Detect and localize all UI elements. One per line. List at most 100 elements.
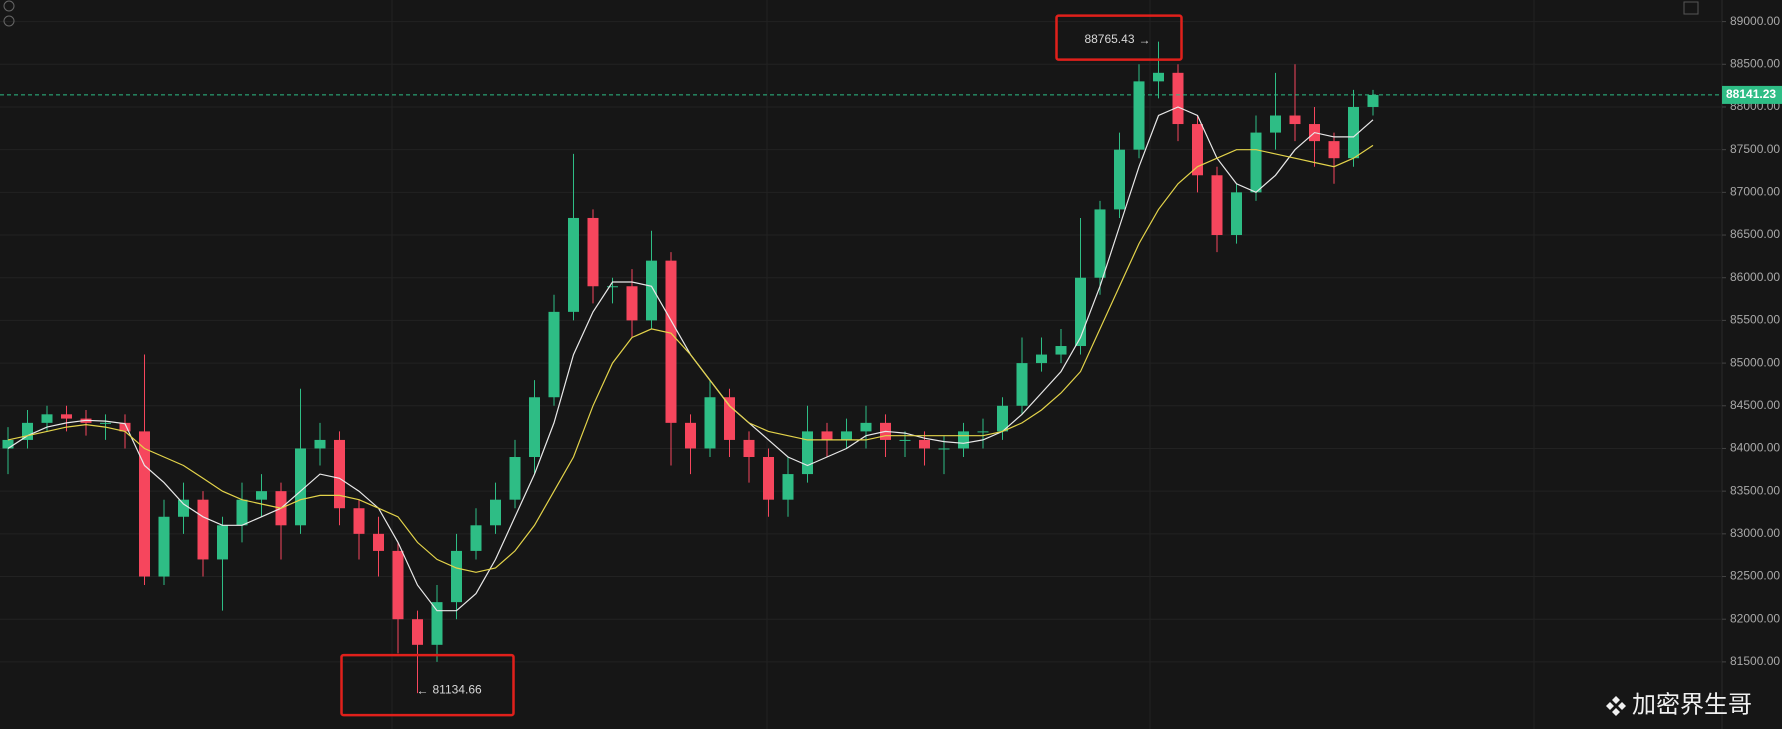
candle-body — [392, 550, 404, 620]
candle-body — [548, 311, 560, 398]
y-tick-label: 82000.00 — [1730, 611, 1780, 625]
candle-body — [1270, 115, 1281, 133]
candle-body — [763, 457, 774, 500]
logo-icon — [1606, 696, 1626, 716]
candle-body — [919, 439, 930, 449]
y-tick-label: 85500.00 — [1730, 313, 1780, 327]
candle-body — [1328, 141, 1340, 159]
high-label: 88765.43 — [1084, 32, 1134, 46]
y-tick-label: 84500.00 — [1730, 398, 1780, 412]
y-tick-label: 89000.00 — [1730, 14, 1780, 28]
candle-body — [1192, 124, 1203, 176]
candle-body — [1348, 106, 1359, 159]
candle-body — [1075, 277, 1086, 347]
candle-body — [256, 491, 267, 500]
candle-body — [61, 414, 72, 419]
y-tick-label: 83500.00 — [1730, 483, 1780, 497]
candle-body — [821, 431, 833, 440]
highlight-box — [1055, 14, 1183, 61]
toolbar-icon[interactable] — [3, 0, 15, 12]
watermark-logo — [1606, 696, 1626, 716]
y-tick-label: 81500.00 — [1730, 654, 1780, 668]
arrow-icon: ← — [417, 683, 429, 697]
candle-body — [1250, 132, 1262, 193]
candle-body — [1016, 363, 1028, 406]
candle-body — [782, 474, 794, 500]
candle-body — [41, 414, 53, 423]
candle-body — [197, 499, 209, 560]
y-tick-label: 87000.00 — [1730, 185, 1780, 199]
watermark: 加密界生哥 — [1632, 691, 1752, 718]
vertical-grid — [391, 0, 1535, 729]
y-tick-label: 84000.00 — [1730, 441, 1780, 455]
candle-body — [412, 619, 423, 645]
low-label: 81134.66 — [433, 682, 482, 696]
candle-body — [607, 286, 618, 288]
annotations: 88765.43 → 81134.66 ← — [340, 14, 1183, 717]
moving-average-line — [7, 144, 1374, 573]
candle-body — [1055, 346, 1067, 355]
candle-body — [529, 397, 540, 458]
y-tick-label: 83000.00 — [1730, 526, 1780, 540]
candle-body — [119, 422, 131, 432]
candle-body — [217, 525, 228, 560]
toolbar-icon[interactable] — [3, 15, 15, 27]
candle-body — [568, 217, 579, 312]
candle-body — [626, 286, 638, 321]
y-tick-label: 88500.00 — [1730, 56, 1780, 70]
candle-body — [1231, 192, 1242, 236]
candle-body — [100, 422, 111, 424]
candle-body — [1133, 81, 1145, 150]
candle-body — [587, 217, 599, 287]
candle-body — [743, 439, 755, 458]
settings-icon[interactable] — [1683, 1, 1699, 15]
candle-body — [1367, 94, 1379, 107]
candle-body — [314, 439, 326, 449]
candle-body — [236, 499, 248, 526]
highlight-box — [340, 653, 515, 717]
candle-body — [1172, 72, 1184, 125]
candle-body — [1211, 175, 1223, 236]
candle-body — [724, 397, 735, 440]
candle-body — [295, 448, 306, 526]
candle-body — [1094, 209, 1106, 278]
candle-body — [178, 499, 189, 517]
candle-body — [646, 260, 657, 321]
candle-body — [1036, 354, 1047, 364]
candle-body — [22, 422, 33, 440]
candle-body — [470, 525, 482, 551]
candle-body — [958, 431, 969, 449]
y-tick-label: 86500.00 — [1730, 227, 1780, 241]
candle-body — [802, 431, 813, 475]
candle-body — [1114, 149, 1125, 210]
last-price-label: 88141.23 — [1726, 87, 1776, 101]
price-axis: 81500.00 82000.00 82500.00 83000.00 83500.00… — [1722, 14, 1782, 668]
plot — [0, 41, 1722, 694]
candle-body — [509, 457, 521, 500]
y-tick-label: 82500.00 — [1730, 569, 1780, 583]
candle-body — [139, 431, 150, 577]
y-tick-label: 86000.00 — [1730, 270, 1780, 284]
y-tick-label: 85000.00 — [1730, 355, 1780, 369]
candle-body — [490, 499, 501, 526]
candle-body — [841, 431, 852, 440]
candle-body — [373, 533, 384, 551]
candle-body — [704, 397, 716, 449]
candle-body — [431, 602, 443, 645]
y-tick-label: 87500.00 — [1730, 142, 1780, 156]
candle-body — [1153, 72, 1164, 82]
candle-body — [899, 439, 911, 441]
candle-body — [977, 431, 989, 433]
candle-body — [334, 439, 345, 509]
candle-body — [353, 508, 365, 534]
candle-body — [451, 550, 462, 603]
candle-body — [2, 439, 14, 449]
candle-body — [938, 448, 950, 450]
arrow-icon: → — [1139, 33, 1151, 47]
grid — [0, 21, 1722, 663]
candle-body — [685, 422, 696, 449]
candle-body — [997, 405, 1008, 432]
